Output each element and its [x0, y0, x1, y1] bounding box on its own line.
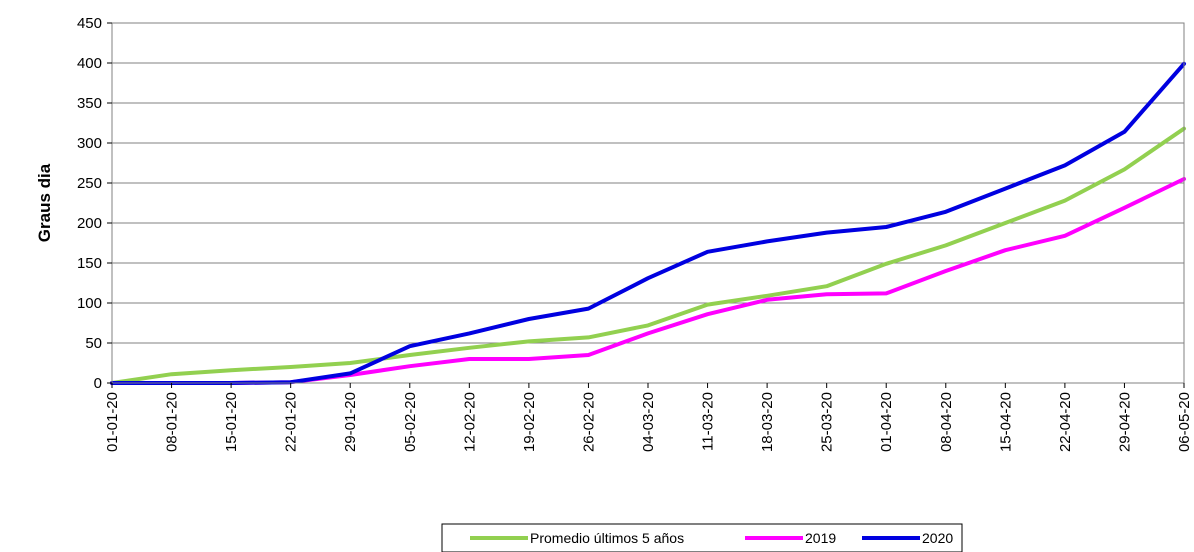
y-tick-label: 150: [77, 255, 102, 272]
y-tick-labels: 0 50 100 150 200 250 300 350 400 450: [77, 15, 102, 392]
y-tick-label: 400: [77, 55, 102, 72]
y-tick-label: 200: [77, 215, 102, 232]
series-2-point: [765, 239, 769, 243]
x-tick-label: 01-01-20: [104, 392, 121, 452]
legend: Promedio últimos 5 años 2019 2020: [441, 523, 963, 552]
series-1-point: [944, 269, 948, 273]
series-2-point: [348, 371, 352, 375]
series-1-point: [884, 291, 888, 295]
series-0-point: [765, 294, 769, 298]
series-1-point: [586, 353, 590, 357]
series-line-1: [110, 177, 1186, 385]
y-axis-title: Graus dia: [35, 163, 54, 242]
x-tick-label: 15-01-20: [223, 392, 240, 452]
series-0-point: [289, 365, 293, 369]
grid-lines: [112, 22, 1184, 384]
series-1-point: [765, 298, 769, 302]
series-0-point: [706, 303, 710, 307]
series-0-point: [170, 372, 174, 376]
x-tick-label: 19-02-20: [521, 392, 538, 452]
x-tick-label: 01-04-20: [878, 392, 895, 452]
x-tick-label: 08-04-20: [938, 392, 955, 452]
series-lines: [110, 61, 1186, 385]
x-tick-label: 06-05-20: [1176, 392, 1193, 452]
series-0-point: [884, 262, 888, 266]
series-1-point: [467, 357, 471, 361]
series-2-point: [646, 276, 650, 280]
series-2-point: [586, 307, 590, 311]
series-2-point: [825, 231, 829, 235]
series-2-point: [706, 250, 710, 254]
x-tick-label: 22-04-20: [1057, 392, 1074, 452]
x-tick-label: 04-03-20: [640, 392, 657, 452]
series-2-point: [944, 210, 948, 214]
series-0-point: [229, 368, 233, 372]
series-0-point: [467, 346, 471, 350]
series-0-point: [348, 361, 352, 365]
series-2-point: [467, 331, 471, 335]
y-tick-label: 450: [77, 15, 102, 32]
series-1-point: [825, 292, 829, 296]
x-tick-labels: 01-01-20 08-01-20 15-01-20 22-01-20 29-01-20…: [104, 392, 1193, 452]
series-1-point: [527, 357, 531, 361]
series-1-point: [1003, 248, 1007, 252]
series-1-point: [408, 364, 412, 368]
x-tick-label: 22-01-20: [283, 392, 300, 452]
series-2-point: [884, 225, 888, 229]
series-0-point: [1063, 199, 1067, 203]
x-tick-label: 25-03-20: [819, 392, 836, 452]
series-2-point: [1063, 163, 1067, 167]
legend-label-0: Promedio últimos 5 años: [530, 530, 684, 546]
x-tick-label: 05-02-20: [402, 392, 419, 452]
axes: [107, 22, 1185, 388]
series-2-point: [527, 317, 531, 321]
series-2-point: [1122, 130, 1126, 134]
series-1-point: [706, 312, 710, 316]
x-tick-label: 08-01-20: [164, 392, 181, 452]
x-tick-label: 26-02-20: [580, 392, 597, 452]
y-tick-label: 300: [77, 135, 102, 152]
series-0-point: [646, 323, 650, 327]
series-0-point: [586, 335, 590, 339]
series-0-point: [825, 284, 829, 288]
x-tick-label: 18-03-20: [759, 392, 776, 452]
x-tick-label: 29-04-20: [1116, 392, 1133, 452]
series-0-point: [1003, 221, 1007, 225]
series-0-point: [944, 243, 948, 247]
y-tick-label: 0: [94, 375, 102, 392]
series-0-point: [527, 339, 531, 343]
plot-area-frame: [111, 22, 1185, 384]
series-line-0: [110, 126, 1186, 385]
y-tick-label: 50: [85, 335, 102, 352]
series-0-point: [408, 353, 412, 357]
x-tick-label: 15-04-20: [997, 392, 1014, 452]
y-tick-label: 250: [77, 175, 102, 192]
series-2-point: [408, 344, 412, 348]
y-tick-label: 100: [77, 295, 102, 312]
series-1-point: [1063, 234, 1067, 238]
series-2-point: [1003, 187, 1007, 191]
x-tick-label: 11-03-20: [700, 392, 717, 451]
series-1-point: [646, 331, 650, 335]
x-tick-label: 29-01-20: [342, 392, 359, 452]
legend-label-2: 2020: [922, 530, 953, 546]
series-0-point: [1122, 167, 1126, 171]
x-tick-label: 12-02-20: [461, 392, 478, 452]
legend-label-1: 2019: [805, 530, 836, 546]
series-1-point: [1122, 206, 1126, 210]
y-tick-label: 350: [77, 95, 102, 112]
